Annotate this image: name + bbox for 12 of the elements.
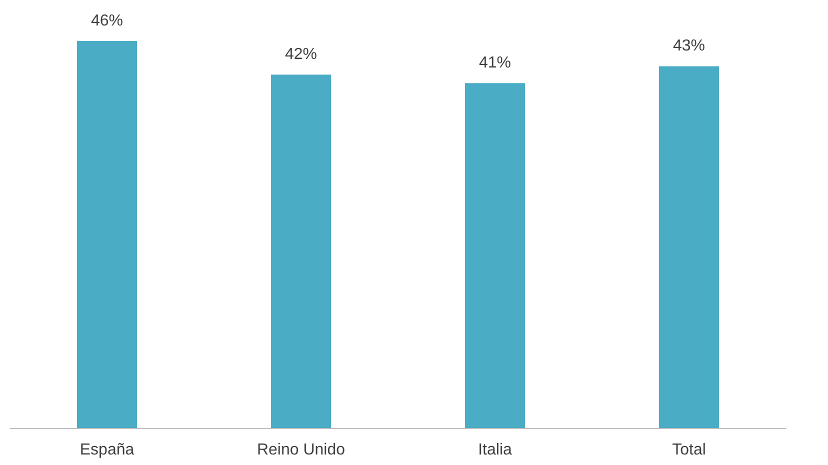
bar (271, 74, 331, 428)
x-tick-label: Reino Unido (256, 442, 346, 458)
data-label: 46% (90, 12, 124, 30)
data-label: 41% (478, 54, 512, 72)
data-label: 43% (672, 38, 706, 55)
x-tick-label: España (80, 442, 134, 458)
x-tick-label: Italia (478, 442, 512, 458)
x-tick-label: Total (672, 442, 706, 458)
data-label: 42% (284, 46, 318, 64)
bar (77, 41, 137, 428)
bar (659, 66, 719, 428)
bar (465, 83, 525, 428)
